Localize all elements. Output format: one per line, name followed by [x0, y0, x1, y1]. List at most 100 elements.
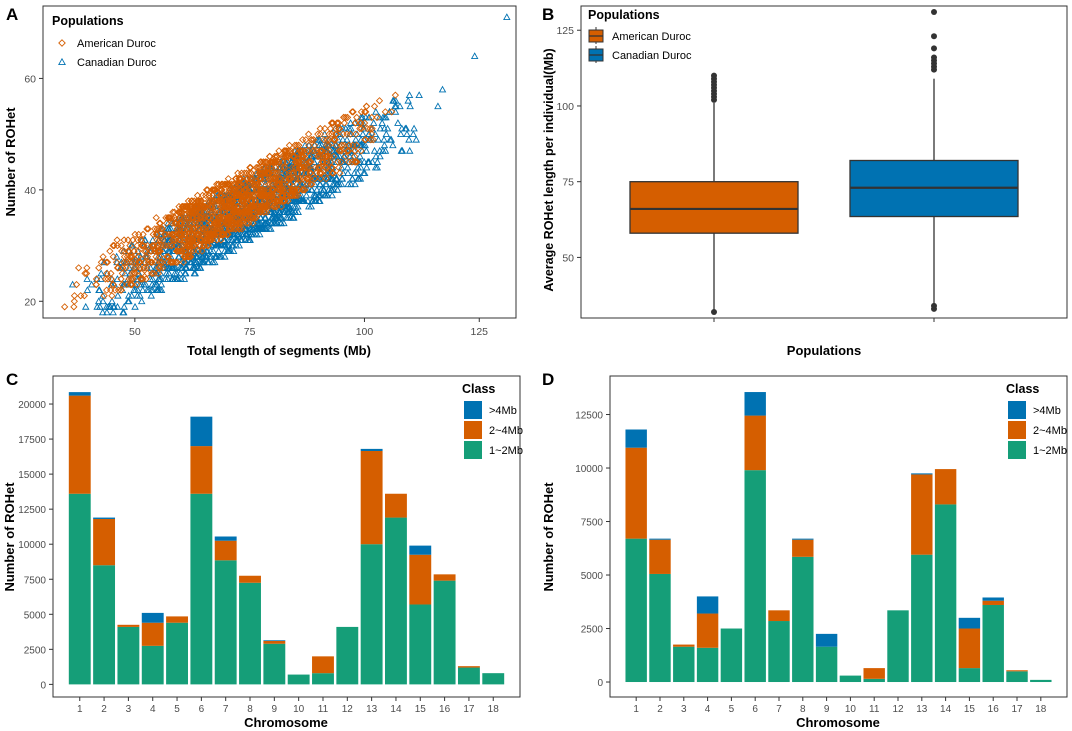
point-canadian-duroc [193, 263, 202, 271]
point-canadian-duroc [352, 135, 360, 143]
x-tick-label-chr-17: 17 [463, 704, 475, 715]
point-american-duroc [221, 186, 229, 194]
point-american-duroc [232, 175, 240, 183]
point-american-duroc [269, 158, 277, 166]
point-american-duroc [140, 241, 148, 250]
point-american-duroc [253, 180, 262, 188]
point-american-duroc [177, 219, 186, 227]
box-outlier [931, 45, 937, 52]
x-tick-label-chr-13: 13 [366, 704, 378, 715]
bar-segment-2~4Mb [68, 395, 91, 494]
point-american-duroc [113, 236, 121, 244]
point-american-duroc [159, 264, 167, 272]
bar-segment-2~4Mb [911, 474, 933, 555]
point-american-duroc [194, 219, 202, 227]
x-tick-label-chr-4: 4 [705, 704, 711, 715]
point-american-duroc [246, 214, 254, 222]
point-american-duroc [256, 202, 264, 211]
point-american-duroc [246, 191, 254, 200]
point-american-duroc [257, 158, 265, 166]
point-american-duroc [185, 236, 194, 244]
point-american-duroc [171, 258, 180, 266]
point-american-duroc [356, 124, 364, 133]
point-canadian-duroc [191, 269, 200, 277]
point-american-duroc [131, 230, 139, 239]
point-american-duroc [247, 175, 256, 183]
point-american-duroc [226, 225, 234, 233]
point-canadian-duroc [396, 102, 404, 110]
point-canadian-duroc [215, 241, 224, 249]
point-canadian-duroc [292, 197, 301, 204]
point-american-duroc [117, 275, 125, 283]
scatter-plot-area: 50 75 100 125 20 40 60 [24, 13, 511, 338]
point-american-duroc [165, 214, 173, 222]
point-canadian-duroc [362, 146, 371, 154]
point-american-duroc [155, 219, 164, 227]
panel-label-c: C [6, 370, 18, 389]
point-american-duroc [133, 280, 141, 289]
point-american-duroc [176, 219, 185, 227]
point-american-duroc [177, 208, 186, 216]
point-canadian-duroc [134, 286, 142, 293]
point-american-duroc [302, 136, 310, 144]
point-american-duroc [293, 158, 302, 166]
point-american-duroc [227, 214, 235, 222]
point-american-duroc [307, 158, 315, 166]
point-american-duroc [349, 108, 357, 116]
point-canadian-duroc [380, 135, 388, 143]
point-american-duroc [289, 191, 297, 200]
point-american-duroc [361, 108, 369, 116]
point-american-duroc [153, 236, 161, 244]
point-american-duroc [188, 236, 196, 244]
bar-segment-1~2Mb [457, 667, 480, 685]
point-american-duroc [351, 158, 359, 166]
point-american-duroc [188, 219, 196, 227]
point-canadian-duroc [359, 130, 367, 137]
point-american-duroc [351, 119, 359, 127]
point-american-duroc [228, 197, 236, 205]
point-american-duroc [318, 158, 326, 166]
bar-segment-2~4Mb [93, 518, 116, 566]
point-american-duroc [259, 158, 268, 166]
point-canadian-duroc [305, 202, 313, 210]
y-tick-label: 0 [597, 678, 603, 689]
point-american-duroc [113, 241, 122, 250]
legend-title-a: Populations [52, 14, 124, 28]
legend-label-1-2mb-d: 1~2Mb [1033, 445, 1067, 457]
point-american-duroc [255, 191, 264, 200]
point-american-duroc [156, 264, 164, 272]
y-tick-label: 2500 [24, 645, 47, 656]
point-american-duroc [203, 241, 211, 250]
point-american-duroc [277, 191, 285, 200]
point-american-duroc [156, 236, 164, 244]
bar-segment->4Mb [911, 473, 933, 475]
legend-title-b: Populations [588, 8, 660, 22]
point-canadian-duroc [262, 219, 270, 227]
point-american-duroc [278, 180, 286, 188]
point-american-duroc [324, 152, 332, 161]
point-american-duroc [233, 191, 241, 200]
point-american-duroc [310, 136, 318, 144]
point-american-duroc [140, 264, 148, 272]
point-canadian-duroc [137, 297, 146, 305]
point-canadian-duroc [182, 269, 190, 277]
point-canadian-duroc [97, 269, 105, 277]
point-canadian-duroc [340, 158, 348, 165]
point-american-duroc [336, 147, 344, 155]
point-canadian-duroc [94, 297, 103, 305]
y-tick-label: 17500 [18, 435, 46, 446]
point-american-duroc [329, 152, 338, 161]
point-american-duroc [259, 202, 267, 211]
point-american-duroc [267, 186, 276, 194]
point-american-duroc [275, 186, 284, 194]
bar-segment-2~4Mb [166, 616, 188, 623]
point-canadian-duroc [152, 280, 161, 288]
bar-segment-1~2Mb [696, 647, 719, 683]
point-canadian-duroc [382, 113, 390, 121]
point-canadian-duroc [154, 275, 163, 282]
bar-segment->4Mb [214, 536, 237, 541]
point-american-duroc [337, 141, 346, 149]
point-american-duroc [132, 264, 141, 272]
bar-segment-2~4Mb [768, 610, 790, 622]
point-american-duroc [261, 197, 269, 205]
